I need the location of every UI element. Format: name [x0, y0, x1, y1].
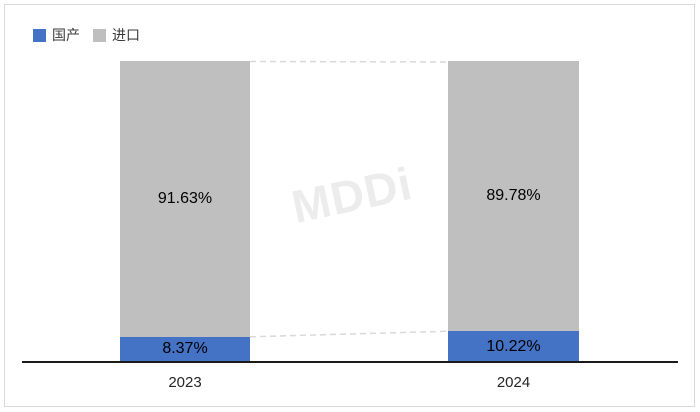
- bar-2023-imported-value: 91.63%: [157, 189, 213, 207]
- chart-frame-border: [4, 4, 695, 407]
- legend: 国产 进口: [33, 25, 140, 45]
- legend-item-domestic: 国产: [33, 25, 80, 45]
- bar-2024-domestic-segment: 10.22%: [448, 331, 579, 362]
- legend-label-domestic: 国产: [52, 27, 80, 43]
- bar-2023-domestic-segment: 8.37%: [120, 336, 250, 362]
- bar-2024-imported-segment: 89.78%: [448, 61, 579, 332]
- bar-2024-domestic-value: 10.22%: [486, 337, 541, 355]
- bar-2024-imported-value: 89.78%: [486, 187, 541, 205]
- legend-label-imported: 进口: [112, 27, 140, 43]
- watermark-logo: MDDi: [287, 156, 417, 234]
- bar-2023: 91.63% 8.37%: [120, 61, 250, 362]
- connector-line-top: [249, 60, 449, 63]
- category-label-2023: 2023: [168, 374, 202, 391]
- connector-line-middle: [249, 330, 449, 338]
- legend-swatch-domestic: [33, 28, 46, 42]
- x-axis-line: [22, 361, 678, 363]
- legend-item-imported: 进口: [93, 25, 140, 45]
- category-label-2024: 2024: [496, 374, 531, 391]
- bar-2024: 89.78% 10.22%: [448, 61, 579, 362]
- bar-2023-imported-segment: 91.63%: [120, 61, 250, 337]
- legend-swatch-imported: [93, 28, 106, 42]
- bar-2023-domestic-value: 8.37%: [162, 340, 208, 358]
